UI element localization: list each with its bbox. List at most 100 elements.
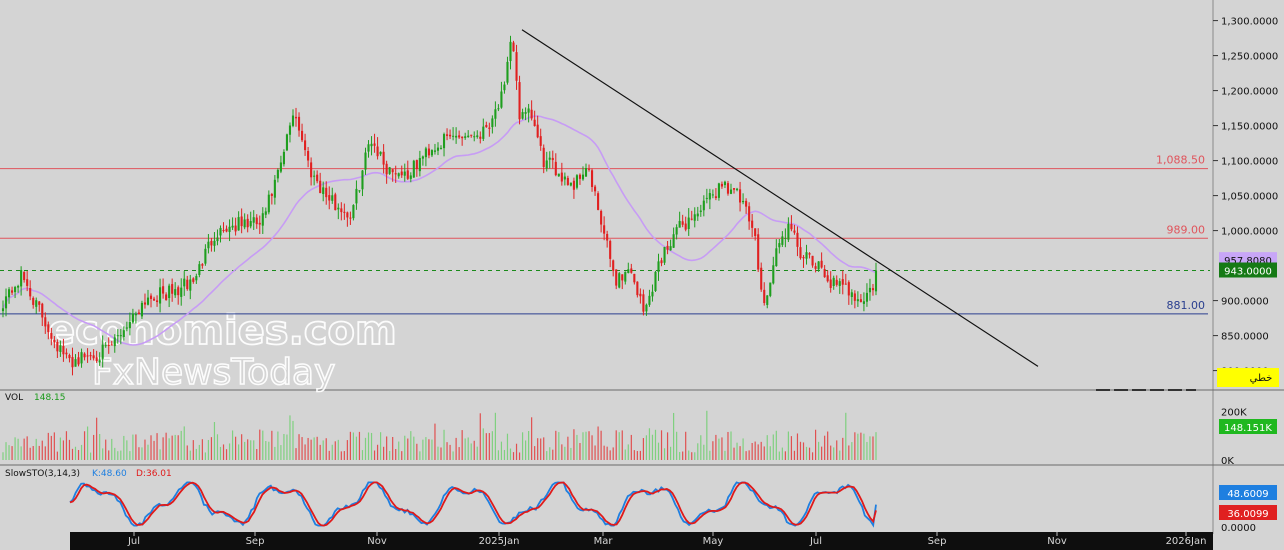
price-tick-label-7: 900.0000 (1221, 297, 1269, 308)
time-axis (70, 532, 1213, 550)
candle-body-130 (394, 173, 397, 175)
candle-body-127 (385, 163, 388, 175)
candle-body-269 (814, 266, 817, 269)
candle-body-248 (751, 220, 754, 228)
candle-body-11 (35, 300, 38, 307)
candle-body-113 (343, 211, 346, 213)
volume-tick-label-0: 200K (1221, 407, 1247, 418)
candle-body-104 (316, 174, 319, 182)
price-panel: 1,088.50 989.00 881.00 (0, 29, 1210, 376)
candle-body-63 (192, 278, 195, 282)
stochastic-d-badge (1219, 505, 1277, 520)
candle-body-244 (739, 189, 742, 203)
candle-body-159 (482, 126, 485, 139)
candle-body-212 (642, 294, 645, 312)
candle-body-96 (291, 115, 295, 126)
volume-tick-label-1: 0K (1221, 456, 1234, 467)
candle-body-110 (334, 194, 337, 211)
candle-body-140 (424, 148, 427, 158)
candle-body-123 (373, 143, 376, 146)
candle-body-52 (159, 287, 162, 304)
candle-body-100 (304, 140, 307, 151)
candle-body-267 (808, 253, 811, 255)
time-tick-label-9: 2026Jan (1166, 536, 1207, 547)
candle-body-278 (841, 279, 844, 285)
candle-body-2 (7, 289, 11, 298)
candle-body-58 (177, 287, 180, 296)
candle-body-166 (503, 84, 506, 91)
candle-body-30 (92, 355, 95, 359)
candle-body-79 (240, 216, 243, 227)
candle-body-132 (400, 171, 403, 176)
candle-body-261 (790, 224, 793, 230)
candle-body-175 (530, 109, 533, 119)
candle-body-242 (732, 188, 736, 190)
candle-body-208 (630, 268, 633, 273)
stochastic-d-line (69, 481, 877, 527)
candle-body-141 (427, 148, 430, 156)
candle-body-168 (509, 41, 512, 62)
candle-body-176 (533, 119, 536, 127)
volume-last-badge (1219, 419, 1277, 434)
candle-body-251 (760, 267, 763, 290)
candle-body-144 (436, 147, 440, 151)
candle-body-162 (491, 118, 494, 128)
candle-body-36 (110, 344, 113, 346)
candle-body-194 (587, 168, 591, 170)
candle-body-236 (714, 196, 717, 199)
time-tick-label-6: Jul (809, 536, 822, 547)
candle-body-62 (189, 279, 192, 291)
candle-body-232 (702, 200, 705, 211)
candle-body-137 (415, 160, 418, 170)
stochastic-k-label: K:48.60 (92, 469, 127, 479)
candle-body-10 (32, 297, 35, 305)
candle-body-200 (606, 233, 609, 241)
price-tick-label-0: 1,300.0000 (1221, 17, 1278, 28)
candle-body-41 (125, 327, 128, 329)
candle-body-201 (609, 240, 612, 259)
stochastic-d-label: D:36.01 (136, 469, 172, 479)
candle-body-210 (636, 281, 639, 296)
candle-body-8 (26, 279, 29, 286)
candle-body-39 (119, 335, 122, 337)
candle-body-108 (328, 195, 331, 201)
candle-body-237 (717, 183, 720, 198)
candle-body-51 (156, 300, 159, 303)
candle-body-98 (297, 116, 301, 131)
candle-body-218 (660, 260, 663, 264)
candle-body-167 (506, 61, 509, 83)
candle-body-192 (581, 174, 585, 180)
candle-body-97 (294, 116, 298, 119)
price-tick-label-8: 850.0000 (1221, 332, 1269, 343)
line-tool-badge[interactable] (1217, 368, 1279, 387)
candle-body-126 (382, 151, 385, 165)
price-tick-label-6: 1,000.0000 (1221, 227, 1278, 238)
candle-body-239 (723, 181, 727, 186)
candle-body-197 (597, 193, 600, 210)
candle-body-246 (745, 200, 748, 207)
candle-body-90 (273, 179, 276, 198)
candle-body-252 (763, 289, 766, 304)
candle-body-4 (14, 287, 17, 293)
candle-body-283 (856, 299, 859, 302)
candle-body-170 (515, 52, 518, 81)
candle-body-163 (494, 109, 497, 119)
candle-body-222 (672, 234, 675, 248)
candle-body-217 (657, 261, 660, 272)
time-tick-label-4: Mar (594, 536, 614, 547)
candle-body-31 (95, 357, 98, 362)
candle-body-229 (693, 214, 696, 221)
candle-body-15 (47, 324, 50, 333)
candle-body-152 (461, 136, 464, 139)
candle-body-204 (618, 273, 621, 288)
candle-body-19 (59, 345, 62, 352)
candle-body-223 (675, 227, 678, 235)
candle-body-213 (645, 304, 648, 312)
candle-body-82 (249, 221, 252, 227)
candle-body-7 (23, 272, 26, 281)
candle-body-38 (116, 335, 119, 337)
candle-body-245 (742, 200, 745, 203)
candle-body-272 (823, 269, 826, 278)
candle-body-138 (418, 158, 421, 172)
